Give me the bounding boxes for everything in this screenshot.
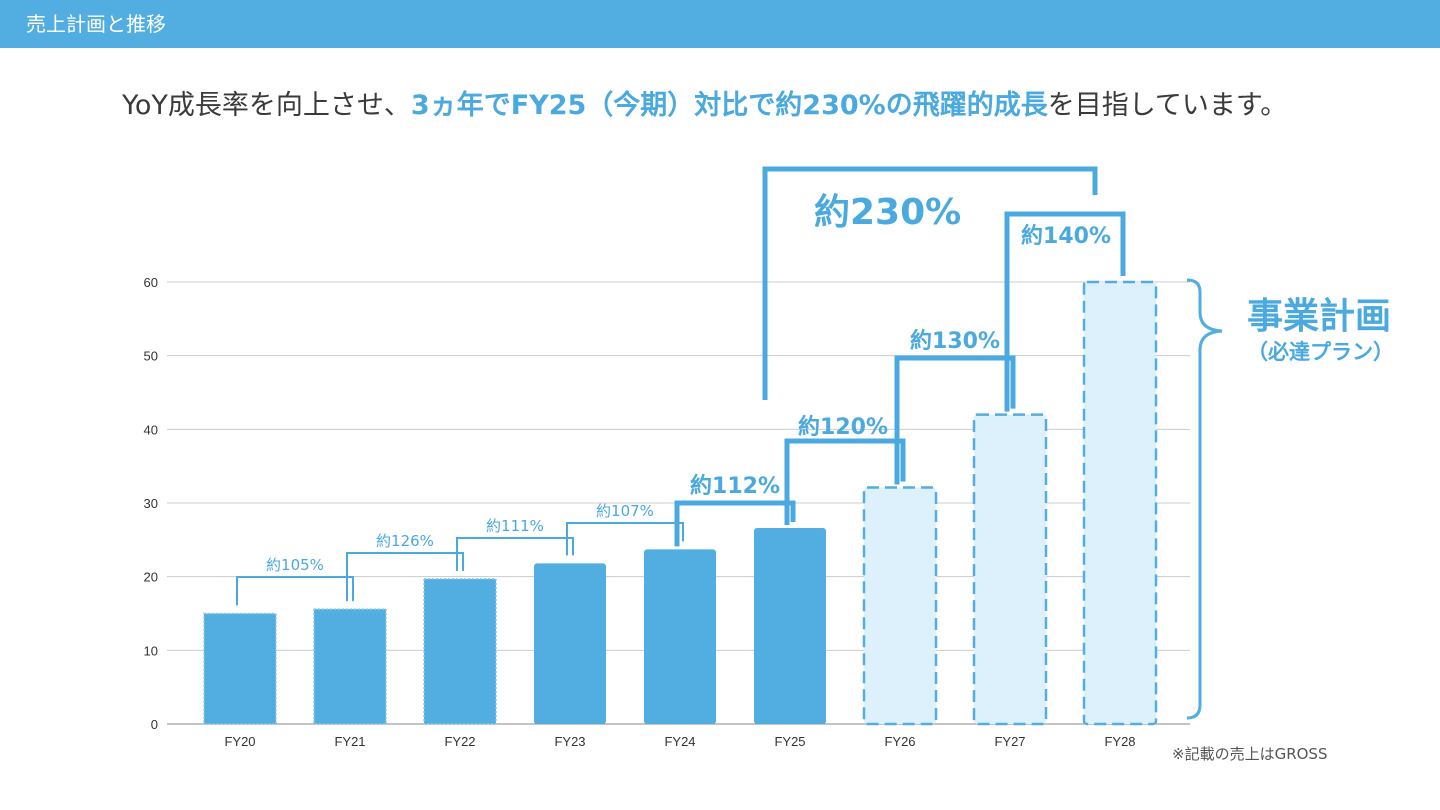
bar-fy20 xyxy=(203,612,277,725)
headline-highlight: 3ヵ年でFY25（今期）対比で約230%の飛躍的成長 xyxy=(410,90,1048,121)
y-tick-label: 0 xyxy=(151,717,158,732)
headline-suffix: を目指しています。 xyxy=(1047,90,1288,121)
x-tick-label: FY23 xyxy=(554,734,585,749)
y-tick-label: 30 xyxy=(144,496,158,511)
y-tick-labels: 0 10 20 30 40 50 60 xyxy=(144,275,158,732)
bar-fy25 xyxy=(754,528,826,724)
bar-fy21 xyxy=(313,608,387,725)
y-tick-label: 20 xyxy=(144,570,158,585)
growth-bracket-fy27-fy28 xyxy=(1004,211,1126,412)
x-tick-label: FY21 xyxy=(334,734,365,749)
growth-bracket-fy23-fy24 xyxy=(566,522,684,556)
y-tick-label: 10 xyxy=(144,643,158,658)
bar-fy22 xyxy=(423,578,497,725)
x-tick-label: FY25 xyxy=(774,734,805,749)
header-bar: 売上計画と推移 xyxy=(0,0,1440,48)
page-title: 売上計画と推移 xyxy=(26,12,166,36)
x-tick-label: FY26 xyxy=(884,734,915,749)
bar-fy28 xyxy=(1082,280,1158,726)
y-tick-label: 40 xyxy=(144,422,158,437)
plan-title: 事業計画 xyxy=(1247,296,1392,337)
growth-label: 約105% xyxy=(266,556,324,574)
growth-bracket-fy20-fy21 xyxy=(236,576,354,606)
plan-subtitle: （必達プラン） xyxy=(1247,340,1394,364)
y-tick-label: 60 xyxy=(144,275,158,290)
x-tick-labels: FY20 FY21 FY22 FY23 FY24 FY25 FY26 FY27 FY28 xyxy=(224,734,1135,749)
growth-bracket-fy26-fy27 xyxy=(894,355,1016,485)
growth-bracket-fy24-fy25 xyxy=(674,500,796,547)
growth-label: 約140% xyxy=(1021,223,1111,249)
bars xyxy=(203,280,1158,726)
growth-annotations: 約105% 約126% 約111% 約107% 約112% 約120% 約130% 約140%… xyxy=(236,166,1126,606)
growth-bracket-fy25-fy28 xyxy=(762,166,1098,400)
growth-label: 約112% xyxy=(690,473,780,499)
bar-fy26 xyxy=(862,486,938,726)
growth-label: 約126% xyxy=(376,532,434,550)
growth-label: 約111% xyxy=(486,517,544,535)
growth-label: 約120% xyxy=(798,414,888,440)
headline-prefix: YoY成長率を向上させ、 xyxy=(122,90,411,121)
growth-label: 約107% xyxy=(596,502,654,520)
footnote: ※記載の売上はGROSS xyxy=(1172,745,1328,763)
headline: YoY成長率を向上させ、3ヵ年でFY25（今期）対比で約230%の飛躍的成長を目… xyxy=(122,86,1422,126)
x-tick-label: FY28 xyxy=(1104,734,1135,749)
growth-bracket-fy25-fy26 xyxy=(784,438,906,526)
x-tick-label: FY22 xyxy=(444,734,475,749)
growth-label: 約230% xyxy=(814,192,961,233)
bar-fy24 xyxy=(644,549,716,724)
growth-bracket-fy22-fy23 xyxy=(456,537,574,571)
bar-fy23 xyxy=(534,563,606,724)
growth-label: 約130% xyxy=(910,328,1000,354)
plan-brace xyxy=(1186,278,1223,720)
x-tick-label: FY20 xyxy=(224,734,255,749)
x-tick-label: FY24 xyxy=(664,734,695,749)
bar-fy27 xyxy=(972,413,1048,726)
x-tick-label: FY27 xyxy=(994,734,1025,749)
y-tick-label: 50 xyxy=(144,349,158,364)
growth-bracket-fy21-fy22 xyxy=(346,552,464,602)
